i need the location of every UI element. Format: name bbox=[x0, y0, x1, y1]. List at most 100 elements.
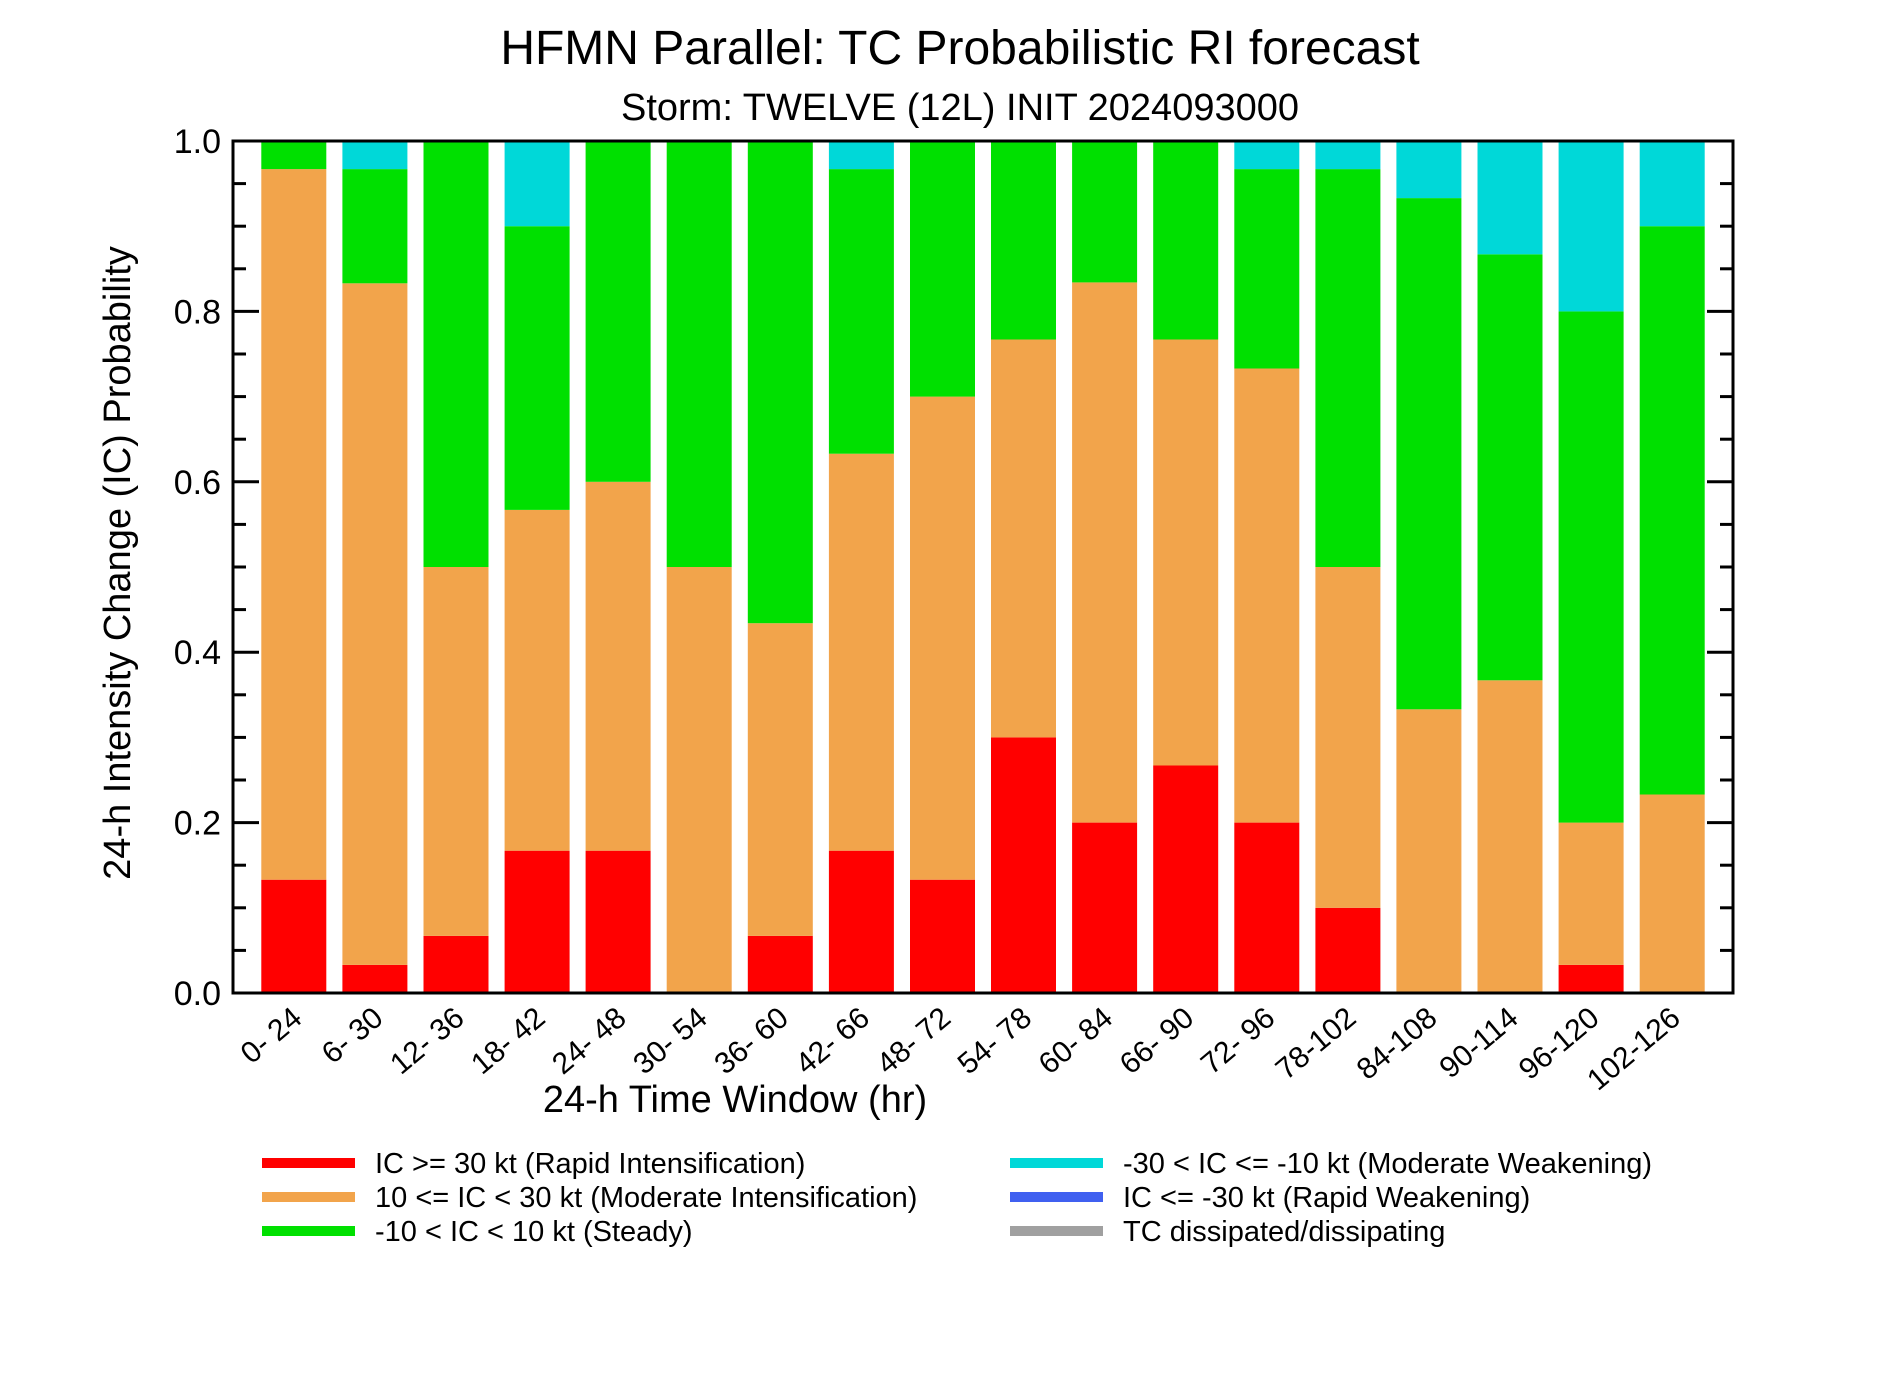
bar-segment-2-6 bbox=[666, 567, 732, 993]
x-tick-label: 0- 24 bbox=[235, 1001, 309, 1070]
bar-segment-3-3 bbox=[423, 141, 489, 567]
legend-swatch bbox=[1010, 1158, 1103, 1168]
bar-segment-1-11 bbox=[1072, 822, 1138, 993]
x-tick-label: 72- 96 bbox=[1195, 1001, 1281, 1081]
bar-segment-3-16 bbox=[1477, 254, 1543, 681]
x-tick-label: 66- 90 bbox=[1114, 1001, 1200, 1081]
bar-segment-3-1 bbox=[261, 141, 327, 170]
bar-segment-3-15 bbox=[1396, 198, 1462, 710]
bar-segment-3-10 bbox=[991, 141, 1056, 340]
x-tick-label: 48- 72 bbox=[871, 1001, 957, 1081]
bar-group bbox=[261, 141, 1705, 993]
bar-segment-2-13 bbox=[1234, 368, 1300, 823]
bar-segment-2-11 bbox=[1072, 282, 1138, 823]
bar-segment-2-16 bbox=[1477, 680, 1543, 993]
bar-segment-3-4 bbox=[504, 226, 570, 510]
x-tick-label: 42- 66 bbox=[790, 1001, 876, 1081]
bar-segment-4-18 bbox=[1639, 141, 1705, 227]
bar-segment-3-8 bbox=[828, 169, 894, 454]
bar-segment-2-2 bbox=[342, 283, 408, 965]
bar-segment-4-15 bbox=[1396, 141, 1462, 199]
bar-segment-4-14 bbox=[1315, 141, 1381, 170]
bar-segment-2-8 bbox=[828, 453, 894, 851]
bar-segment-2-4 bbox=[504, 509, 570, 851]
bar-segment-2-15 bbox=[1396, 709, 1462, 993]
bar-segment-3-11 bbox=[1072, 141, 1138, 283]
legend-swatch bbox=[1010, 1226, 1103, 1236]
legend-label: -10 < IC < 10 kt (Steady) bbox=[375, 1216, 693, 1248]
y-tick-label: 1.0 bbox=[174, 123, 221, 161]
x-tick-label: 24- 48 bbox=[546, 1001, 632, 1081]
x-tick-label: 102-126 bbox=[1581, 1001, 1687, 1097]
bar-segment-2-17 bbox=[1558, 822, 1624, 965]
x-tick-label: 78-102 bbox=[1270, 1001, 1363, 1086]
bar-segment-2-7 bbox=[747, 623, 813, 936]
legend-swatch bbox=[1010, 1192, 1103, 1202]
bar-segment-1-3 bbox=[423, 935, 489, 993]
bar-segment-1-4 bbox=[504, 850, 570, 993]
y-axis-label: 24-h Intensity Change (IC) Probability bbox=[97, 246, 139, 880]
bar-segment-2-10 bbox=[991, 339, 1056, 738]
bar-segment-3-18 bbox=[1639, 226, 1705, 795]
plot-frame bbox=[231, 139, 1735, 995]
x-tick-label: 18- 42 bbox=[465, 1001, 551, 1081]
bar-segment-1-1 bbox=[261, 879, 327, 993]
legend: IC >= 30 kt (Rapid Intensification)10 <=… bbox=[262, 1148, 1652, 1248]
bar-segment-3-2 bbox=[342, 169, 408, 284]
x-tick-label: 6- 30 bbox=[316, 1001, 390, 1070]
chart-subtitle: Storm: TWELVE (12L) INIT 2024093000 bbox=[621, 87, 1299, 129]
bar-segment-1-9 bbox=[910, 879, 975, 993]
x-tick-label: 60- 84 bbox=[1033, 1001, 1119, 1081]
bar-segment-3-6 bbox=[666, 141, 732, 567]
legend-label: TC dissipated/dissipating bbox=[1123, 1216, 1445, 1248]
bar-segment-3-17 bbox=[1558, 311, 1624, 823]
bar-segment-3-5 bbox=[585, 141, 651, 482]
y-tick-label: 0.4 bbox=[174, 634, 221, 672]
legend-label: IC <= -30 kt (Rapid Weakening) bbox=[1123, 1182, 1530, 1214]
bar-segment-4-17 bbox=[1558, 141, 1624, 312]
legend-label: 10 <= IC < 30 kt (Moderate Intensificati… bbox=[375, 1182, 917, 1214]
y-tick-label: 0.6 bbox=[174, 464, 221, 502]
bar-segment-3-9 bbox=[910, 141, 975, 397]
bar-segment-1-5 bbox=[585, 850, 651, 993]
x-tick-label: 12- 36 bbox=[384, 1001, 470, 1081]
y-tick-label: 0.2 bbox=[174, 805, 221, 843]
x-tick-label: 90-114 bbox=[1433, 1001, 1524, 1085]
x-tick-label: 54- 78 bbox=[952, 1001, 1038, 1081]
x-tick-label: 36- 60 bbox=[708, 1001, 794, 1081]
bar-segment-1-17 bbox=[1558, 964, 1624, 993]
legend-swatch bbox=[262, 1192, 355, 1202]
bar-segment-2-12 bbox=[1153, 339, 1219, 766]
legend-label: IC >= 30 kt (Rapid Intensification) bbox=[375, 1148, 805, 1180]
bar-segment-4-16 bbox=[1477, 141, 1543, 255]
legend-swatch bbox=[262, 1158, 355, 1168]
x-axis-label: 24-h Time Window (hr) bbox=[543, 1079, 927, 1121]
bar-segment-4-13 bbox=[1234, 141, 1300, 170]
bar-segment-1-12 bbox=[1153, 765, 1219, 993]
bar-segment-3-14 bbox=[1315, 169, 1381, 567]
bar-segment-3-13 bbox=[1234, 169, 1300, 369]
bar-segment-1-10 bbox=[991, 737, 1056, 993]
bar-segment-1-13 bbox=[1234, 822, 1300, 993]
bar-segment-1-2 bbox=[342, 964, 408, 993]
bar-segment-4-8 bbox=[828, 141, 894, 170]
bar-segment-4-4 bbox=[504, 141, 570, 227]
bar-segment-2-5 bbox=[585, 481, 651, 851]
y-axis: 0.0 0.2 0.4 0.6 0.8 1.0 bbox=[174, 123, 1733, 1013]
bar-segment-1-8 bbox=[828, 850, 894, 993]
x-tick-label: 84-108 bbox=[1351, 1001, 1444, 1086]
bar-segment-4-2 bbox=[342, 141, 408, 170]
bar-segment-2-18 bbox=[1639, 794, 1705, 993]
bar-segment-1-14 bbox=[1315, 907, 1381, 993]
bar-segment-1-7 bbox=[747, 935, 813, 993]
bar-segment-2-1 bbox=[261, 169, 327, 880]
bar-segment-2-14 bbox=[1315, 567, 1381, 908]
y-tick-label: 0.0 bbox=[174, 975, 221, 1013]
chart-title: HFMN Parallel: TC Probabilistic RI forec… bbox=[500, 22, 1419, 75]
bar-segment-3-7 bbox=[747, 141, 813, 624]
bar-segment-2-9 bbox=[910, 396, 975, 880]
x-tick-label: 30- 54 bbox=[627, 1001, 713, 1081]
legend-swatch bbox=[262, 1226, 355, 1236]
